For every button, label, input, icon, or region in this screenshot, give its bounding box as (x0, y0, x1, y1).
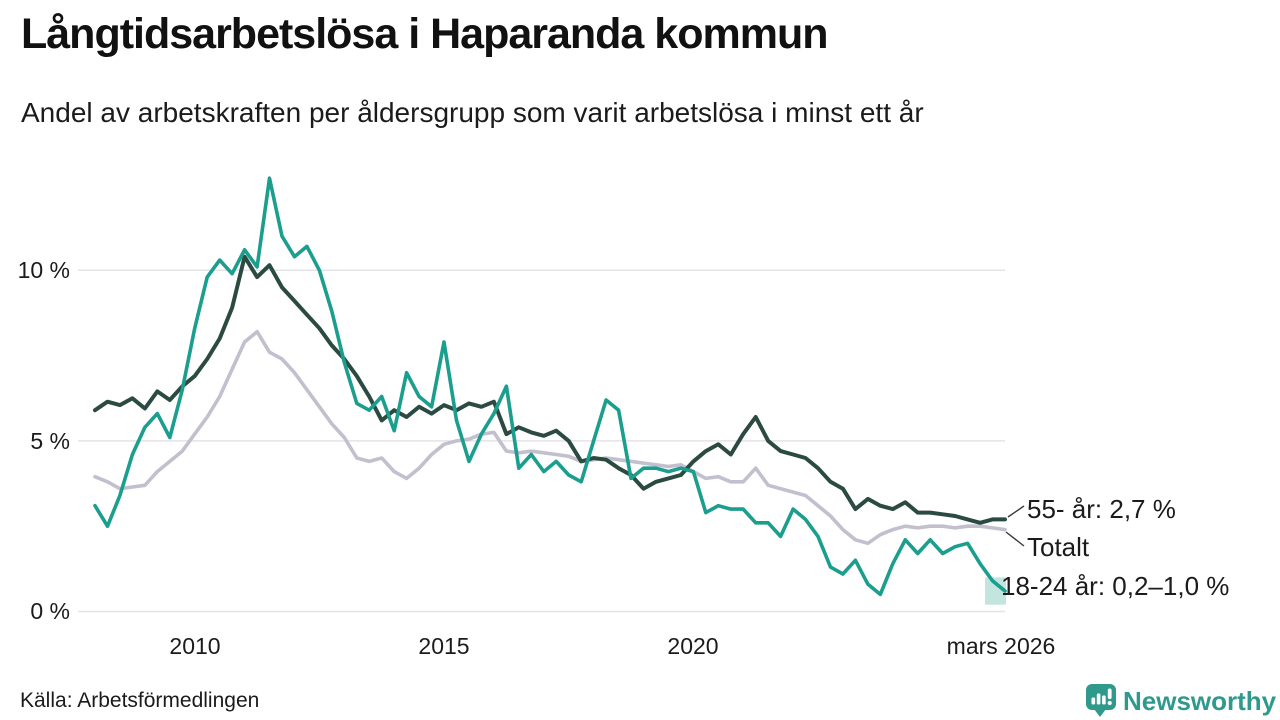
series-label-18-24-ar: 18-24 år: 0,2–1,0 % (1001, 571, 1230, 601)
page-title: Långtidsarbetslösa i Haparanda kommun (21, 10, 828, 58)
x-axis-tick-2020: 2020 (667, 633, 719, 659)
chart-subtitle: Andel av arbetskraften per åldersgrupp s… (21, 97, 924, 128)
x-axis-tick-2010: 2010 (169, 633, 221, 659)
uncertainty-band (985, 577, 1006, 605)
y-axis-tick-10: 10 % (17, 257, 70, 283)
x-axis-tick-2015: 2015 (418, 633, 470, 659)
series-line-18-24-ar (93, 176, 1007, 597)
series-label-totalt: Totalt (1027, 532, 1090, 562)
y-axis-tick-0: 0 % (30, 598, 70, 624)
annotation-connector-totalt (1005, 531, 1025, 547)
series-line-totalt (93, 329, 1007, 546)
x-axis-tick-mars-2026: mars 2026 (946, 633, 1056, 659)
annotation-connector-55-ar (1007, 505, 1025, 518)
gridlines (78, 269, 1005, 613)
newsworthy-logo-icon (1086, 684, 1116, 717)
y-axis-tick-5: 5 % (30, 428, 70, 454)
newsworthy-logo-text: Newsworthy (1123, 686, 1277, 716)
series-line-55-ar (93, 254, 1007, 525)
series-label-55-ar: 55- år: 2,7 % (1027, 494, 1176, 524)
source-note: Källa: Arbetsförmedlingen (20, 689, 260, 712)
